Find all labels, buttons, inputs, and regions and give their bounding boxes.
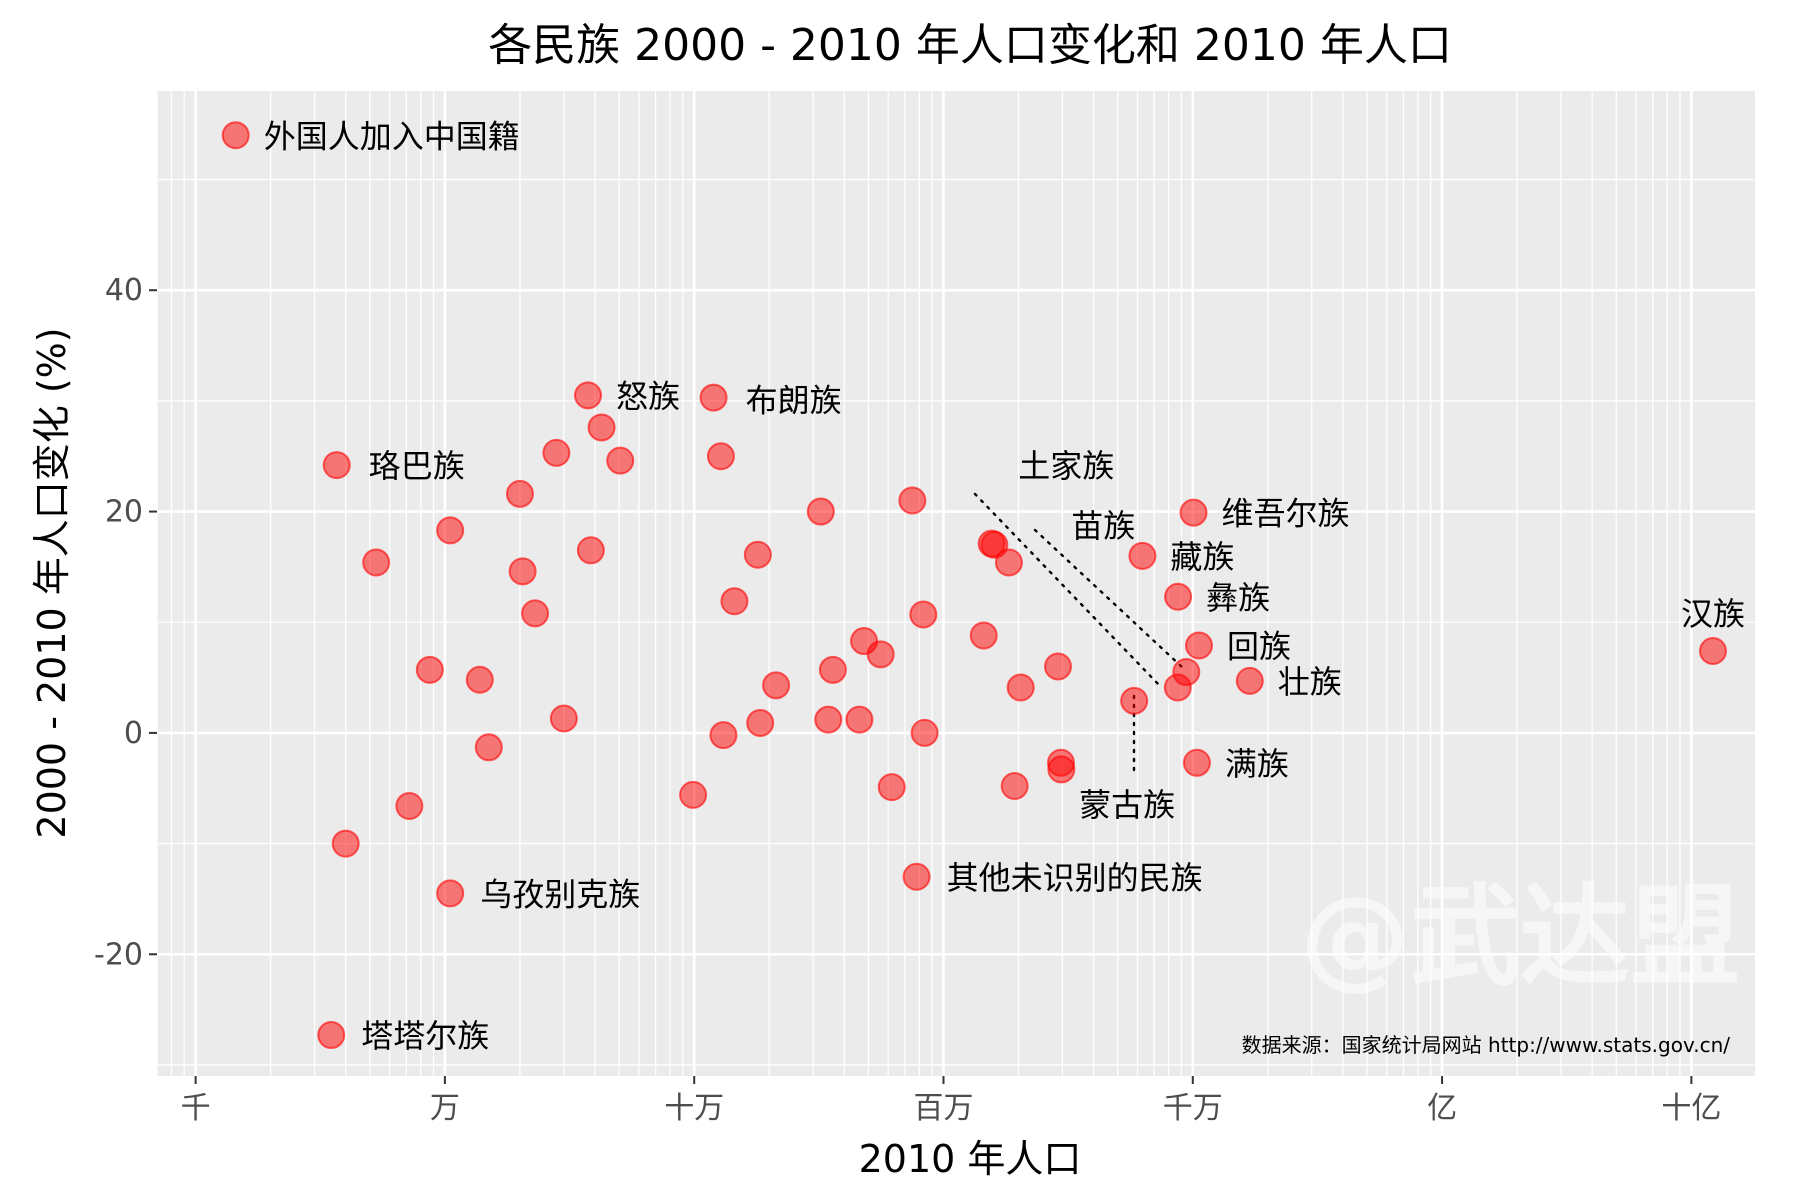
- data-point: [362, 548, 391, 577]
- point-label: 蒙古族: [1079, 786, 1175, 824]
- data-point: [1164, 582, 1193, 611]
- y-tick-label: 20: [105, 495, 143, 530]
- x-tick-label: 万: [430, 1091, 460, 1126]
- source-note: 数据来源：国家统计局网站 http://www.stats.gov.cn/: [1242, 1033, 1731, 1057]
- data-point: [474, 733, 503, 762]
- data-point: [898, 486, 927, 515]
- data-point: [576, 536, 605, 565]
- point-label: 珞巴族: [369, 447, 465, 485]
- x-axis: 千万十万 百万 千万亿十亿: [181, 1076, 1721, 1126]
- leader-tujia: [973, 492, 1162, 688]
- plot-panel: [157, 91, 1755, 1076]
- x-axis-title: 2010 年人口: [859, 1137, 1082, 1181]
- label-leader-lines: [973, 492, 1185, 777]
- point-label: 汉族: [1681, 595, 1745, 633]
- point-label: 壮族: [1278, 663, 1342, 701]
- data-point: [709, 721, 738, 750]
- data-point: [762, 671, 791, 700]
- data-point: [746, 708, 775, 737]
- data-point: [508, 557, 537, 586]
- data-point: [1184, 631, 1213, 660]
- point-label: 回族: [1227, 627, 1291, 665]
- data-point: [818, 655, 847, 684]
- data-point: [549, 704, 578, 733]
- point-label: 其他未识别的民族: [947, 859, 1203, 897]
- data-point: [587, 413, 616, 442]
- data-point: [910, 718, 939, 747]
- y-axis-title: 2000 - 2010 年人口变化 (%): [30, 327, 74, 838]
- y-axis: -20 0 20 40: [94, 273, 157, 972]
- data-point: [436, 516, 465, 545]
- data-point: [814, 705, 843, 734]
- x-tick-label: 十万: [664, 1091, 724, 1126]
- data-point: [806, 497, 835, 526]
- data-point: [1044, 652, 1073, 681]
- data-point: [521, 599, 550, 628]
- data-point: [606, 446, 635, 475]
- point-label: 布朗族: [746, 382, 842, 420]
- point-label: 土家族: [1018, 447, 1114, 485]
- data-point: [743, 540, 772, 569]
- data-point: [877, 773, 906, 802]
- data-point: [1128, 541, 1157, 570]
- y-tick-label: 40: [105, 273, 143, 308]
- data-point: [902, 862, 931, 891]
- data-point: [1179, 498, 1208, 527]
- data-point: [505, 479, 534, 508]
- data-point: [1235, 666, 1264, 695]
- data-point: [1120, 686, 1149, 715]
- data-point: [436, 879, 465, 908]
- data-point: [679, 780, 708, 809]
- point-label: 塔塔尔族: [361, 1017, 489, 1055]
- data-point: [909, 600, 938, 629]
- data-point: [331, 829, 360, 858]
- grid-lines: [156, 91, 1755, 1076]
- data-point: [1172, 658, 1201, 687]
- data-point: [317, 1021, 346, 1050]
- point-label: 外国人加入中国籍: [264, 117, 520, 155]
- watermark: @武达盟: [1300, 873, 1740, 1001]
- point-label: 乌孜别克族: [480, 875, 640, 913]
- data-point: [994, 548, 1023, 577]
- data-point: [415, 655, 444, 684]
- chart-title: 各民族 2000 - 2010 年人口变化和 2010 年人口: [488, 20, 1452, 71]
- data-point: [699, 383, 728, 412]
- data-point: [465, 665, 494, 694]
- data-point: [845, 705, 874, 734]
- data-points: [221, 121, 1727, 1050]
- data-point: [866, 640, 895, 669]
- point-label: 藏族: [1170, 538, 1234, 576]
- data-point: [1000, 772, 1029, 801]
- data-point: [1006, 673, 1035, 702]
- data-point: [322, 451, 351, 480]
- y-tick-label: 0: [124, 716, 143, 751]
- point-label: 维吾尔族: [1222, 495, 1350, 533]
- x-tick-label: 千万: [1163, 1091, 1223, 1126]
- data-point: [542, 438, 571, 467]
- point-label: 彝族: [1206, 579, 1270, 617]
- data-point: [1047, 755, 1076, 784]
- data-point: [720, 587, 749, 616]
- point-label: 满族: [1225, 745, 1289, 783]
- data-point: [221, 121, 250, 150]
- point-label: 苗族: [1071, 507, 1135, 545]
- data-point: [1698, 637, 1727, 666]
- y-tick-label: -20: [94, 937, 143, 972]
- data-point: [395, 791, 424, 820]
- x-tick-label: 十亿: [1661, 1091, 1721, 1126]
- x-tick-label: 百万: [913, 1091, 973, 1126]
- data-point: [969, 621, 998, 650]
- x-tick-label: 千: [181, 1091, 211, 1126]
- point-label: 怒族: [616, 377, 680, 415]
- leader-miao: [1033, 528, 1185, 670]
- data-point: [1182, 748, 1211, 777]
- data-point: [574, 381, 603, 410]
- x-tick-label: 亿: [1427, 1091, 1457, 1126]
- data-point: [706, 442, 735, 471]
